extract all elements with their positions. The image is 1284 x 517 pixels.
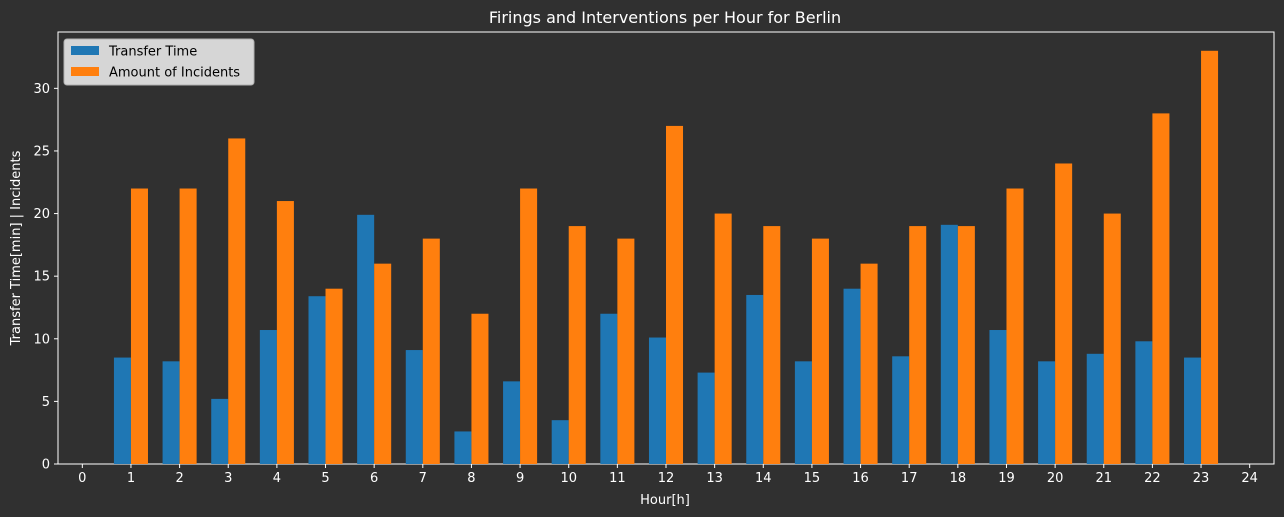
- y-tick-label: 25: [33, 144, 50, 159]
- x-tick-label: 24: [1241, 471, 1258, 486]
- bar-transfer-time: [600, 313, 618, 464]
- x-tick-label: 23: [1193, 471, 1210, 486]
- y-tick-label: 5: [42, 395, 50, 410]
- x-tick-label: 0: [78, 471, 86, 486]
- bar-amount-of-incidents: [179, 188, 197, 465]
- legend-label: Transfer Time: [108, 45, 197, 60]
- x-tick-label: 19: [998, 471, 1015, 486]
- bar-transfer-time: [113, 357, 131, 464]
- x-tick-label: 21: [1095, 471, 1112, 486]
- x-axis: 0 1 2 3 4 5 6 7 8 9 10 11 12 13 14 15 16 17 18 19 20 21 22 23 24: [78, 464, 1258, 486]
- y-tick-label: 30: [33, 82, 50, 97]
- bar-transfer-time: [940, 224, 958, 464]
- x-tick-label: 12: [658, 471, 675, 486]
- bar-transfer-time: [503, 381, 521, 464]
- x-tick-label: 22: [1144, 471, 1161, 486]
- x-tick-label: 18: [950, 471, 967, 486]
- bar-amount-of-incidents: [714, 213, 732, 464]
- y-tick-label: 15: [33, 270, 50, 285]
- bar-amount-of-incidents: [228, 138, 246, 464]
- bar-transfer-time: [989, 330, 1007, 464]
- legend-swatch: [71, 67, 99, 76]
- bar-amount-of-incidents: [763, 226, 781, 464]
- bar-amount-of-incidents: [568, 226, 586, 464]
- chart-title: Firings and Interventions per Hour for B…: [489, 8, 841, 27]
- bar-amount-of-incidents: [1006, 188, 1024, 465]
- bar-amount-of-incidents: [811, 238, 829, 464]
- legend-swatch: [71, 46, 99, 55]
- x-tick-label: 2: [175, 471, 183, 486]
- x-tick-label: 15: [804, 471, 821, 486]
- x-tick-label: 6: [370, 471, 378, 486]
- x-tick-label: 16: [852, 471, 869, 486]
- bar-transfer-time: [1086, 353, 1104, 464]
- bar-transfer-time: [551, 420, 569, 464]
- bar-amount-of-incidents: [325, 288, 343, 464]
- legend-box: [63, 38, 255, 86]
- y-axis: 0 5 10 15 20 25 30: [33, 82, 58, 473]
- x-tick-label: 3: [224, 471, 232, 486]
- bar-transfer-time: [259, 330, 277, 464]
- bar-transfer-time: [405, 350, 423, 464]
- x-tick-label: 17: [901, 471, 918, 486]
- bar-amount-of-incidents: [374, 263, 392, 464]
- bar-amount-of-incidents: [617, 238, 635, 464]
- bar-transfer-time: [794, 361, 812, 464]
- x-axis-label: Hour[h]: [640, 493, 690, 508]
- bar-amount-of-incidents: [520, 188, 538, 465]
- y-tick-label: 10: [33, 332, 50, 347]
- x-tick-label: 8: [467, 471, 475, 486]
- bar-amount-of-incidents: [1201, 50, 1219, 465]
- bar-amount-of-incidents: [957, 226, 975, 464]
- x-tick-label: 13: [706, 471, 723, 486]
- bar-amount-of-incidents: [1055, 163, 1073, 464]
- bar-amount-of-incidents: [471, 313, 489, 464]
- y-tick-label: 20: [33, 207, 50, 222]
- bar-series-group: [113, 50, 1219, 465]
- bar-transfer-time: [308, 296, 326, 464]
- bar-amount-of-incidents: [130, 188, 148, 465]
- bar-amount-of-incidents: [276, 201, 294, 465]
- bar-transfer-time: [843, 288, 861, 464]
- x-tick-label: 5: [321, 471, 329, 486]
- x-tick-label: 14: [755, 471, 772, 486]
- bar-amount-of-incidents: [860, 263, 878, 464]
- bar-transfer-time: [1038, 361, 1056, 464]
- bar-amount-of-incidents: [666, 125, 684, 465]
- bar-amount-of-incidents: [1103, 213, 1121, 464]
- legend-label: Amount of Incidents: [109, 66, 240, 81]
- bar-transfer-time: [454, 431, 472, 464]
- bar-transfer-time: [892, 356, 910, 464]
- x-tick-label: 11: [609, 471, 626, 486]
- x-tick-label: 7: [419, 471, 427, 486]
- bar-transfer-time: [1184, 357, 1202, 464]
- x-tick-label: 4: [273, 471, 281, 486]
- x-tick-label: 9: [516, 471, 524, 486]
- bar-transfer-time: [162, 361, 180, 464]
- bar-transfer-time: [697, 372, 715, 464]
- x-tick-label: 10: [560, 471, 577, 486]
- y-tick-label: 0: [42, 458, 50, 473]
- bar-transfer-time: [648, 337, 666, 464]
- x-tick-label: 1: [127, 471, 135, 486]
- bar-amount-of-incidents: [909, 226, 927, 464]
- bar-transfer-time: [211, 398, 229, 464]
- y-axis-label: Transfer Time[min] | Incidents: [9, 150, 24, 346]
- bar-transfer-time: [1135, 341, 1153, 464]
- x-tick-label: 20: [1047, 471, 1064, 486]
- bar-amount-of-incidents: [422, 238, 440, 464]
- bar-transfer-time: [357, 214, 375, 464]
- bar-amount-of-incidents: [1152, 113, 1170, 465]
- bar-transfer-time: [746, 294, 764, 464]
- legend: Transfer Time Amount of Incidents: [63, 38, 255, 86]
